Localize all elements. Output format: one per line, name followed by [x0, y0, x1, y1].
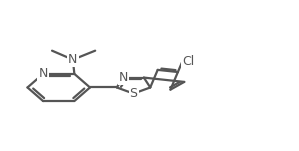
- Text: N: N: [38, 67, 48, 80]
- Text: S: S: [129, 87, 138, 100]
- Text: N: N: [118, 71, 128, 84]
- Text: N: N: [68, 53, 77, 66]
- Text: Cl: Cl: [182, 55, 195, 68]
